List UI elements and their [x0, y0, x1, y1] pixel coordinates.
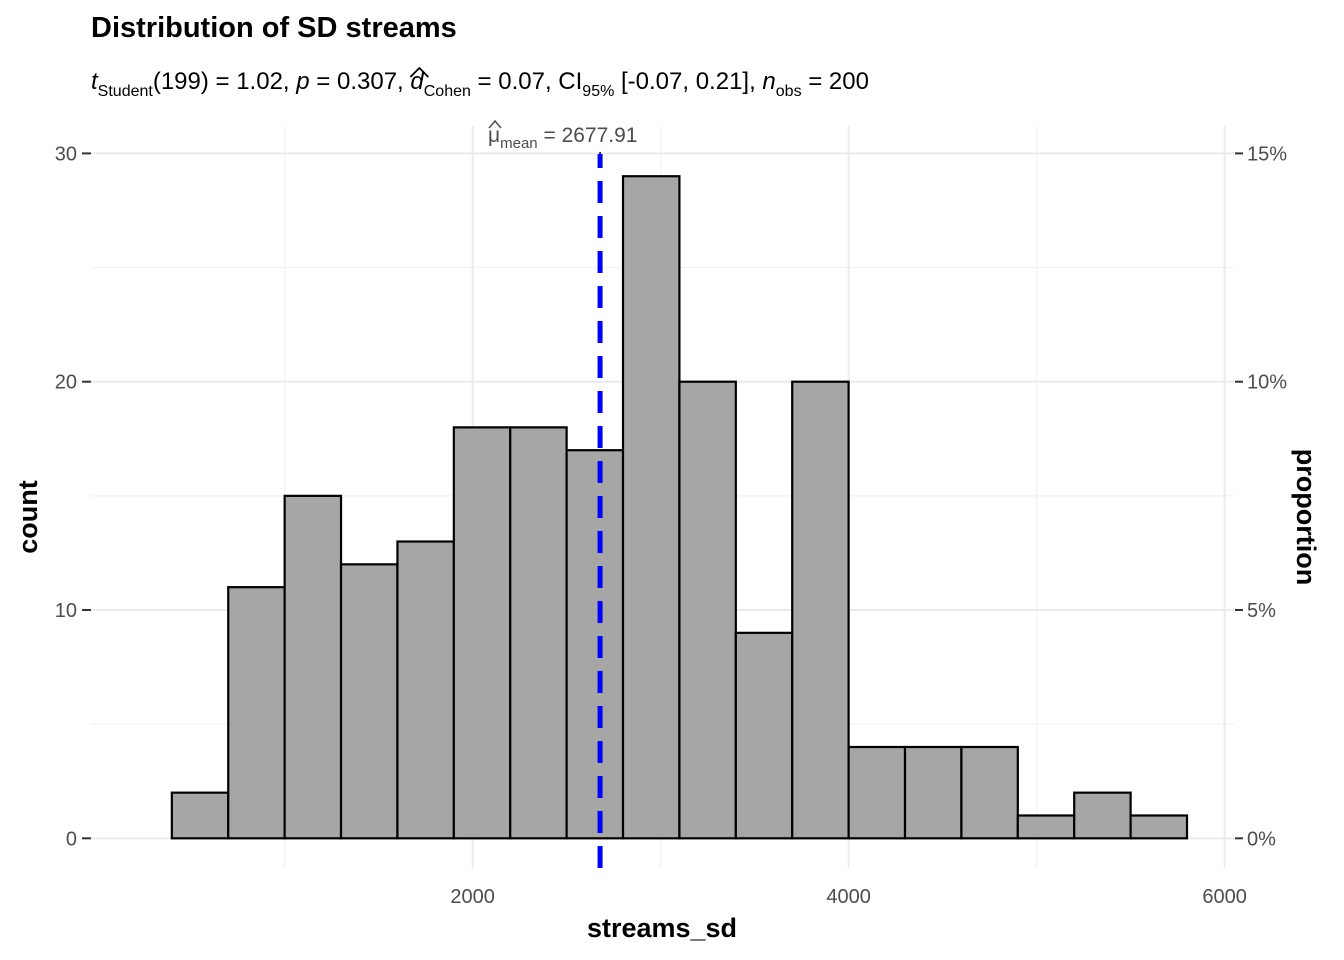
histogram-bar [170, 791, 230, 840]
histogram-bar [396, 540, 455, 840]
histogram-bar [339, 563, 399, 840]
x-tick-label: 4000 [826, 886, 871, 908]
histogram-bars [170, 175, 1189, 840]
y-tick-label: 20 [55, 372, 77, 394]
histogram-bar [227, 586, 286, 840]
chart-subtitle: tStudent(199) = 1.02, p = 0.307, dCohen … [91, 68, 869, 100]
histogram-bar [621, 175, 681, 840]
histogram-bar [903, 745, 963, 840]
y-right-tick-label: 0% [1247, 828, 1276, 850]
histogram-bar [452, 426, 512, 840]
histogram-bar [509, 426, 568, 840]
histogram-bar [960, 745, 1019, 840]
histogram-bar [565, 449, 625, 840]
y-tick-label: 0 [66, 828, 77, 850]
histogram-bar [1016, 814, 1076, 840]
mean-annotation: μmean = 2677.91 [488, 124, 637, 152]
histogram-bar [791, 380, 850, 840]
y-axis-right-label: proportion [1291, 449, 1321, 585]
chart-title: Distribution of SD streams [91, 12, 457, 44]
x-axis-label: streams_sd [587, 913, 737, 943]
histogram-bar [734, 631, 794, 840]
y-right-tick-label: 5% [1247, 600, 1276, 622]
histogram-bar [1129, 814, 1189, 840]
axes: 0 10 20 30 0% 5% 10% 15% 2000 4000 6000 [55, 143, 1287, 908]
x-tick-label: 6000 [1202, 886, 1247, 908]
x-tick-label: 2000 [450, 886, 495, 908]
y-axis-label: count [13, 480, 43, 554]
histogram-bar [847, 745, 907, 840]
histogram-bar [283, 494, 343, 840]
histogram-bar [678, 380, 737, 840]
d-hat-accent [409, 66, 430, 78]
y-right-tick-label: 15% [1247, 143, 1287, 165]
y-tick-label: 30 [55, 143, 77, 165]
histogram-bar [1073, 791, 1132, 840]
mu-hat-accent [488, 119, 502, 129]
y-tick-label: 10 [55, 600, 77, 622]
y-right-tick-label: 10% [1247, 372, 1287, 394]
